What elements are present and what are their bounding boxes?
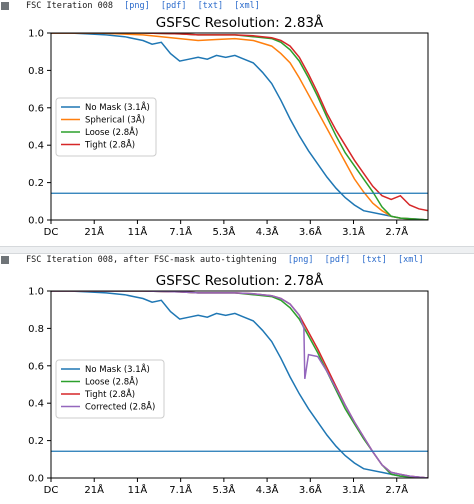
x-tick-label: 4.3Å xyxy=(256,225,279,238)
y-tick-label: 1.0 xyxy=(28,29,44,40)
panel-separator xyxy=(0,246,474,254)
plot-frame xyxy=(50,32,429,221)
x-tick-label: 21Å xyxy=(84,483,104,496)
y-tick-label: 0.0 xyxy=(28,216,44,227)
y-tick-label: 0.2 xyxy=(28,178,44,189)
collapse-triangle-icon[interactable] xyxy=(1,256,9,264)
y-tick-label: 0.8 xyxy=(28,66,44,77)
panel-header: FSC Iteration 008 [png] [pdf] [txt] [xml… xyxy=(0,0,474,12)
x-tick-label: 3.1Å xyxy=(342,483,365,496)
x-tick-label: 5.3Å xyxy=(212,483,235,496)
xml-link[interactable]: [xml] xyxy=(398,255,424,265)
x-tick-label: 2.7Å xyxy=(385,483,408,496)
y-tick-label: 1.0 xyxy=(28,287,44,298)
txt-link[interactable]: [txt] xyxy=(361,255,387,265)
y-tick-label: 0.6 xyxy=(28,361,44,372)
x-tick-label: DC xyxy=(44,485,59,496)
x-tick-label: 5.3Å xyxy=(212,225,235,238)
fsc-chart: GSFSC Resolution: 2.83Å 0.0 0.2 0.4 0.6 0.8 1.… xyxy=(28,14,429,238)
x-tick-label: DC xyxy=(44,227,59,238)
x-tick-label: 7.1Å xyxy=(169,483,192,496)
x-tick-label: 21Å xyxy=(84,225,104,238)
x-tick-label: 2.7Å xyxy=(385,225,408,238)
legend-box xyxy=(55,97,157,157)
y-tick-label: 0.0 xyxy=(28,474,44,485)
legend: No Mask (3.1Å)Spherical (3Å)Loose (2.8Å)… xyxy=(55,97,157,157)
legend-box xyxy=(55,359,165,419)
legend-label: Loose (2.8Å) xyxy=(85,376,138,388)
panel-header: FSC Iteration 008, after FSC-mask auto-t… xyxy=(0,254,474,266)
legend-label: Tight (2.8Å) xyxy=(84,388,135,400)
legend-label: Spherical (3Å) xyxy=(85,114,145,126)
legend-label: Corrected (2.8Å) xyxy=(85,401,155,413)
legend-label: No Mask (3.1Å) xyxy=(85,101,150,113)
series-line-1 xyxy=(51,33,428,220)
chart-title: GSFSC Resolution: 2.78Å xyxy=(156,272,324,289)
png-link[interactable]: [png] xyxy=(124,1,150,11)
x-tick-label: 11Å xyxy=(128,225,148,238)
x-tick-label: 3.6Å xyxy=(299,483,322,496)
pdf-link[interactable]: [pdf] xyxy=(160,1,187,11)
chart-title: GSFSC Resolution: 2.83Å xyxy=(156,14,324,31)
series-line-0 xyxy=(51,291,428,478)
x-tick-label: 11Å xyxy=(128,483,148,496)
y-tick-label: 0.4 xyxy=(28,399,44,410)
x-tick-label: 7.1Å xyxy=(169,225,192,238)
legend: No Mask (3.1Å)Loose (2.8Å)Tight (2.8Å)Co… xyxy=(55,359,165,419)
legend-label: Tight (2.8Å) xyxy=(84,139,135,151)
png-link[interactable]: [png] xyxy=(287,255,314,265)
panel-title: FSC Iteration 008 xyxy=(26,1,113,11)
fsc-chart: GSFSC Resolution: 2.78Å 0.0 0.2 0.4 0.6 0.8 1.… xyxy=(28,272,429,496)
x-tick-label: 4.3Å xyxy=(256,483,279,496)
plot-frame xyxy=(50,290,429,479)
series-line-3 xyxy=(51,291,428,478)
txt-link[interactable]: [txt] xyxy=(197,1,224,11)
y-tick-label: 0.6 xyxy=(28,103,44,114)
legend-label: Loose (2.8Å) xyxy=(85,126,138,138)
series-line-3 xyxy=(51,33,428,212)
pdf-link[interactable]: [pdf] xyxy=(324,255,351,265)
fsc-panel-auto-tightening: FSC Iteration 008, after FSC-mask auto-t… xyxy=(0,254,474,504)
collapse-triangle-icon[interactable] xyxy=(1,2,9,10)
legend-label: No Mask (3.1Å) xyxy=(85,363,150,375)
panel-title: FSC Iteration 008, after FSC-mask auto-t… xyxy=(26,255,277,265)
y-tick-label: 0.2 xyxy=(28,436,44,447)
x-tick-label: 3.6Å xyxy=(299,225,322,238)
y-tick-label: 0.4 xyxy=(28,141,44,152)
x-tick-label: 3.1Å xyxy=(342,225,365,238)
y-tick-label: 0.8 xyxy=(28,324,44,335)
fsc-panel-iteration-008: FSC Iteration 008 [png] [pdf] [txt] [xml… xyxy=(0,0,474,246)
series-line-0 xyxy=(51,33,428,220)
xml-link[interactable]: [xml] xyxy=(234,1,260,11)
